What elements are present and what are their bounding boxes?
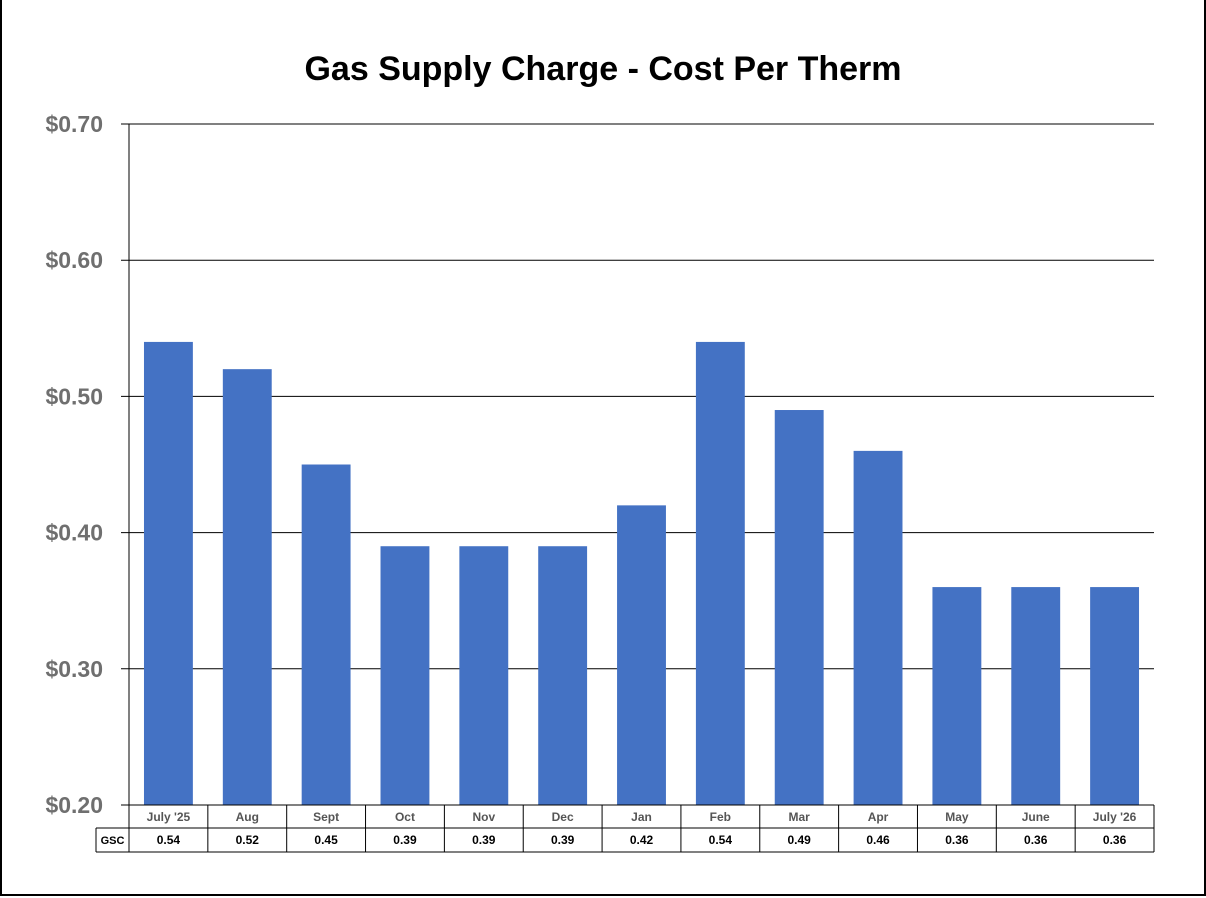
bar — [538, 546, 588, 805]
category-label: Nov — [472, 810, 495, 824]
table-series-label: GSC — [101, 835, 125, 847]
bar — [853, 450, 903, 805]
y-tick-label: $0.70 — [45, 111, 103, 137]
category-label: July '25 — [147, 810, 191, 824]
data-table: GSC July '25 0.54 Aug 0.52 Sept 0.45 Oct 0.39 Nov… — [95, 804, 1155, 853]
data-label: 0.46 — [866, 833, 890, 847]
data-label: 0.39 — [472, 833, 496, 847]
category-label: July '26 — [1093, 810, 1137, 824]
bar — [932, 587, 982, 805]
bars — [143, 341, 1140, 805]
bar — [380, 546, 430, 805]
category-label: June — [1022, 810, 1050, 824]
data-label: 0.36 — [1024, 833, 1048, 847]
y-tick-label: $0.20 — [45, 792, 103, 818]
bar — [695, 341, 745, 805]
bar — [774, 410, 824, 805]
category-label: Dec — [552, 810, 574, 824]
bar — [459, 546, 509, 805]
chart-title: Gas Supply Charge - Cost Per Therm — [304, 50, 902, 88]
y-tick-label: $0.50 — [45, 383, 103, 409]
category-label: Apr — [868, 810, 889, 824]
data-label: 0.45 — [314, 833, 338, 847]
category-label: Oct — [395, 810, 415, 824]
bar — [301, 464, 351, 805]
bar — [617, 505, 666, 805]
data-label: 0.36 — [1103, 833, 1127, 847]
y-tick-label: $0.60 — [45, 247, 103, 273]
y-axis-ticks: $0.20 $0.30 $0.40 $0.50 $0.60 $0.70 — [45, 111, 103, 818]
data-label: 0.42 — [630, 833, 654, 847]
bar — [1090, 587, 1140, 805]
data-label: 0.52 — [236, 833, 260, 847]
bar — [143, 341, 193, 805]
category-label: Feb — [710, 810, 731, 824]
category-label: May — [945, 810, 969, 824]
category-label: Sept — [313, 810, 339, 824]
y-tick-label: $0.30 — [45, 656, 103, 682]
data-label: 0.39 — [393, 833, 417, 847]
category-label: Jan — [631, 810, 652, 824]
bar — [1011, 587, 1061, 805]
y-tick-label: $0.40 — [45, 520, 103, 546]
category-label: Mar — [789, 810, 811, 824]
bar — [222, 369, 272, 805]
category-label: Aug — [236, 810, 259, 824]
data-label: 0.36 — [945, 833, 969, 847]
data-label: 0.54 — [709, 833, 733, 847]
data-label: 0.49 — [788, 833, 812, 847]
data-label: 0.54 — [157, 833, 181, 847]
data-label: 0.39 — [551, 833, 575, 847]
